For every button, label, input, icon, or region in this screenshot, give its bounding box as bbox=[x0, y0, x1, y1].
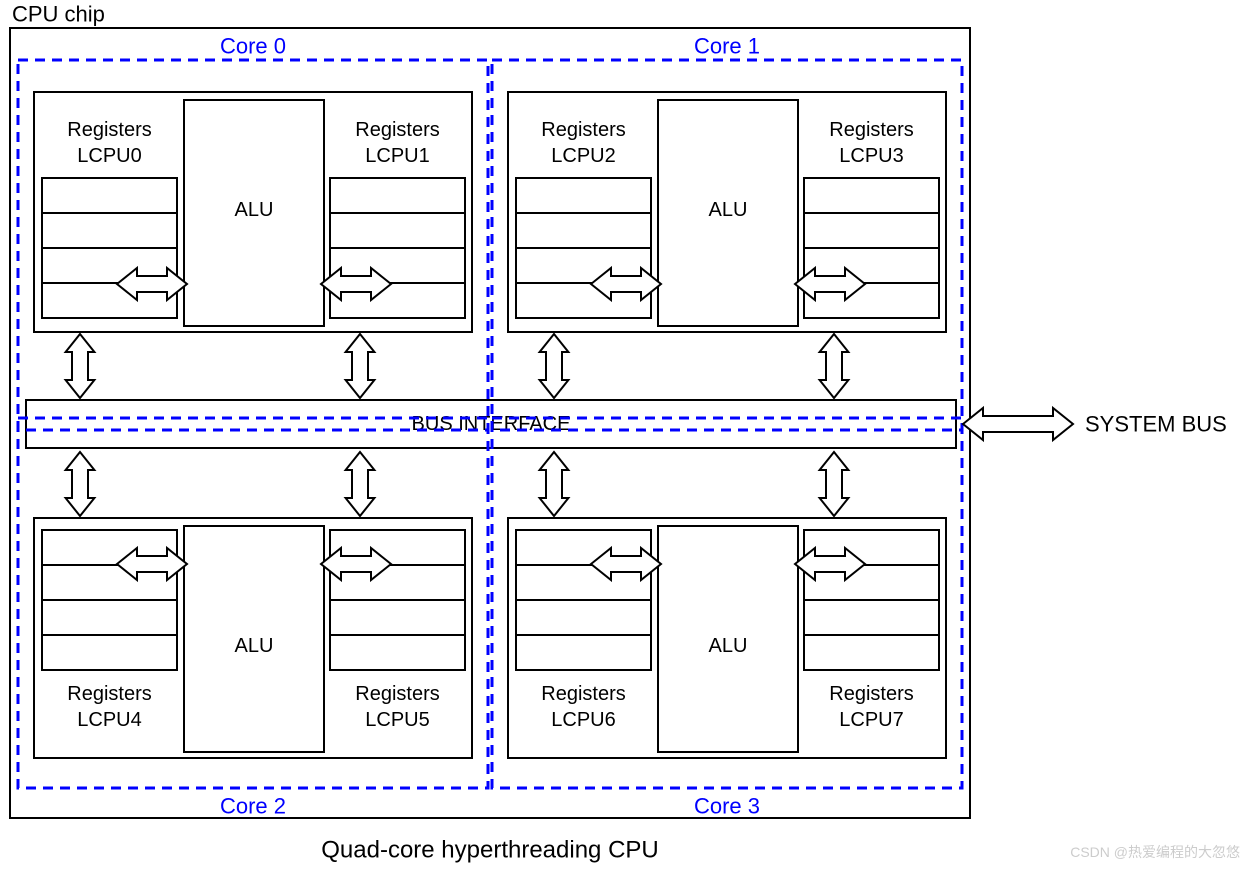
core-0-reg-left-sub: LCPU0 bbox=[77, 145, 141, 167]
core-0-reg-right-sub: LCPU1 bbox=[365, 145, 429, 167]
core-0-reg-left-title: Registers bbox=[67, 119, 151, 141]
core-0-reg-right-title: Registers bbox=[355, 119, 439, 141]
core-3-reg-left-title: Registers bbox=[541, 683, 625, 705]
core-1-reg-left-title: Registers bbox=[541, 119, 625, 141]
core-2-reg-right-row-2 bbox=[330, 600, 465, 635]
core-1-reg-right-row-1 bbox=[804, 213, 939, 248]
core-3-reg-left-row-3 bbox=[516, 635, 651, 670]
core-2-label: Core 2 bbox=[220, 794, 286, 819]
core-2-alu-label: ALU bbox=[235, 635, 274, 657]
core-2-reg-right-sub: LCPU5 bbox=[365, 709, 429, 731]
core-0-alu-label: ALU bbox=[235, 199, 274, 221]
cpu-chip-title: CPU chip bbox=[12, 2, 105, 27]
core-0-reg-left-row-0 bbox=[42, 178, 177, 213]
core-1-reg-left-sub: LCPU2 bbox=[551, 145, 615, 167]
core-2-reg-right-title: Registers bbox=[355, 683, 439, 705]
core-2-reg-left-title: Registers bbox=[67, 683, 151, 705]
core-1-reg-left-row-0 bbox=[516, 178, 651, 213]
core-2-reg-left-row-3 bbox=[42, 635, 177, 670]
core-3-reg-left-sub: LCPU6 bbox=[551, 709, 615, 731]
core-0-reg-left-row-1 bbox=[42, 213, 177, 248]
core-0-label: Core 0 bbox=[220, 34, 286, 59]
core-0-reg-right-row-0 bbox=[330, 178, 465, 213]
core-1-reg-left-row-1 bbox=[516, 213, 651, 248]
core-3-label: Core 3 bbox=[694, 794, 760, 819]
core-3-reg-left-row-2 bbox=[516, 600, 651, 635]
core-1-reg-right-title: Registers bbox=[829, 119, 913, 141]
core-3-alu-label: ALU bbox=[709, 635, 748, 657]
core-3-reg-right-row-3 bbox=[804, 635, 939, 670]
core-2-reg-left-sub: LCPU4 bbox=[77, 709, 141, 731]
diagram-caption: Quad-core hyperthreading CPU bbox=[321, 837, 659, 864]
watermark-text: CSDN @热爱编程的大忽悠 bbox=[1070, 842, 1240, 862]
core-0-reg-right-row-1 bbox=[330, 213, 465, 248]
core-1-reg-right-sub: LCPU3 bbox=[839, 145, 903, 167]
core-3-reg-right-row-2 bbox=[804, 600, 939, 635]
core-1-reg-right-row-0 bbox=[804, 178, 939, 213]
core-1-alu-label: ALU bbox=[709, 199, 748, 221]
core-2-reg-left-row-2 bbox=[42, 600, 177, 635]
core-3-reg-right-title: Registers bbox=[829, 683, 913, 705]
core-1-label: Core 1 bbox=[694, 34, 760, 59]
system-bus-label: SYSTEM BUS bbox=[1085, 412, 1227, 437]
core-2-reg-right-row-3 bbox=[330, 635, 465, 670]
core-3-reg-right-sub: LCPU7 bbox=[839, 709, 903, 731]
